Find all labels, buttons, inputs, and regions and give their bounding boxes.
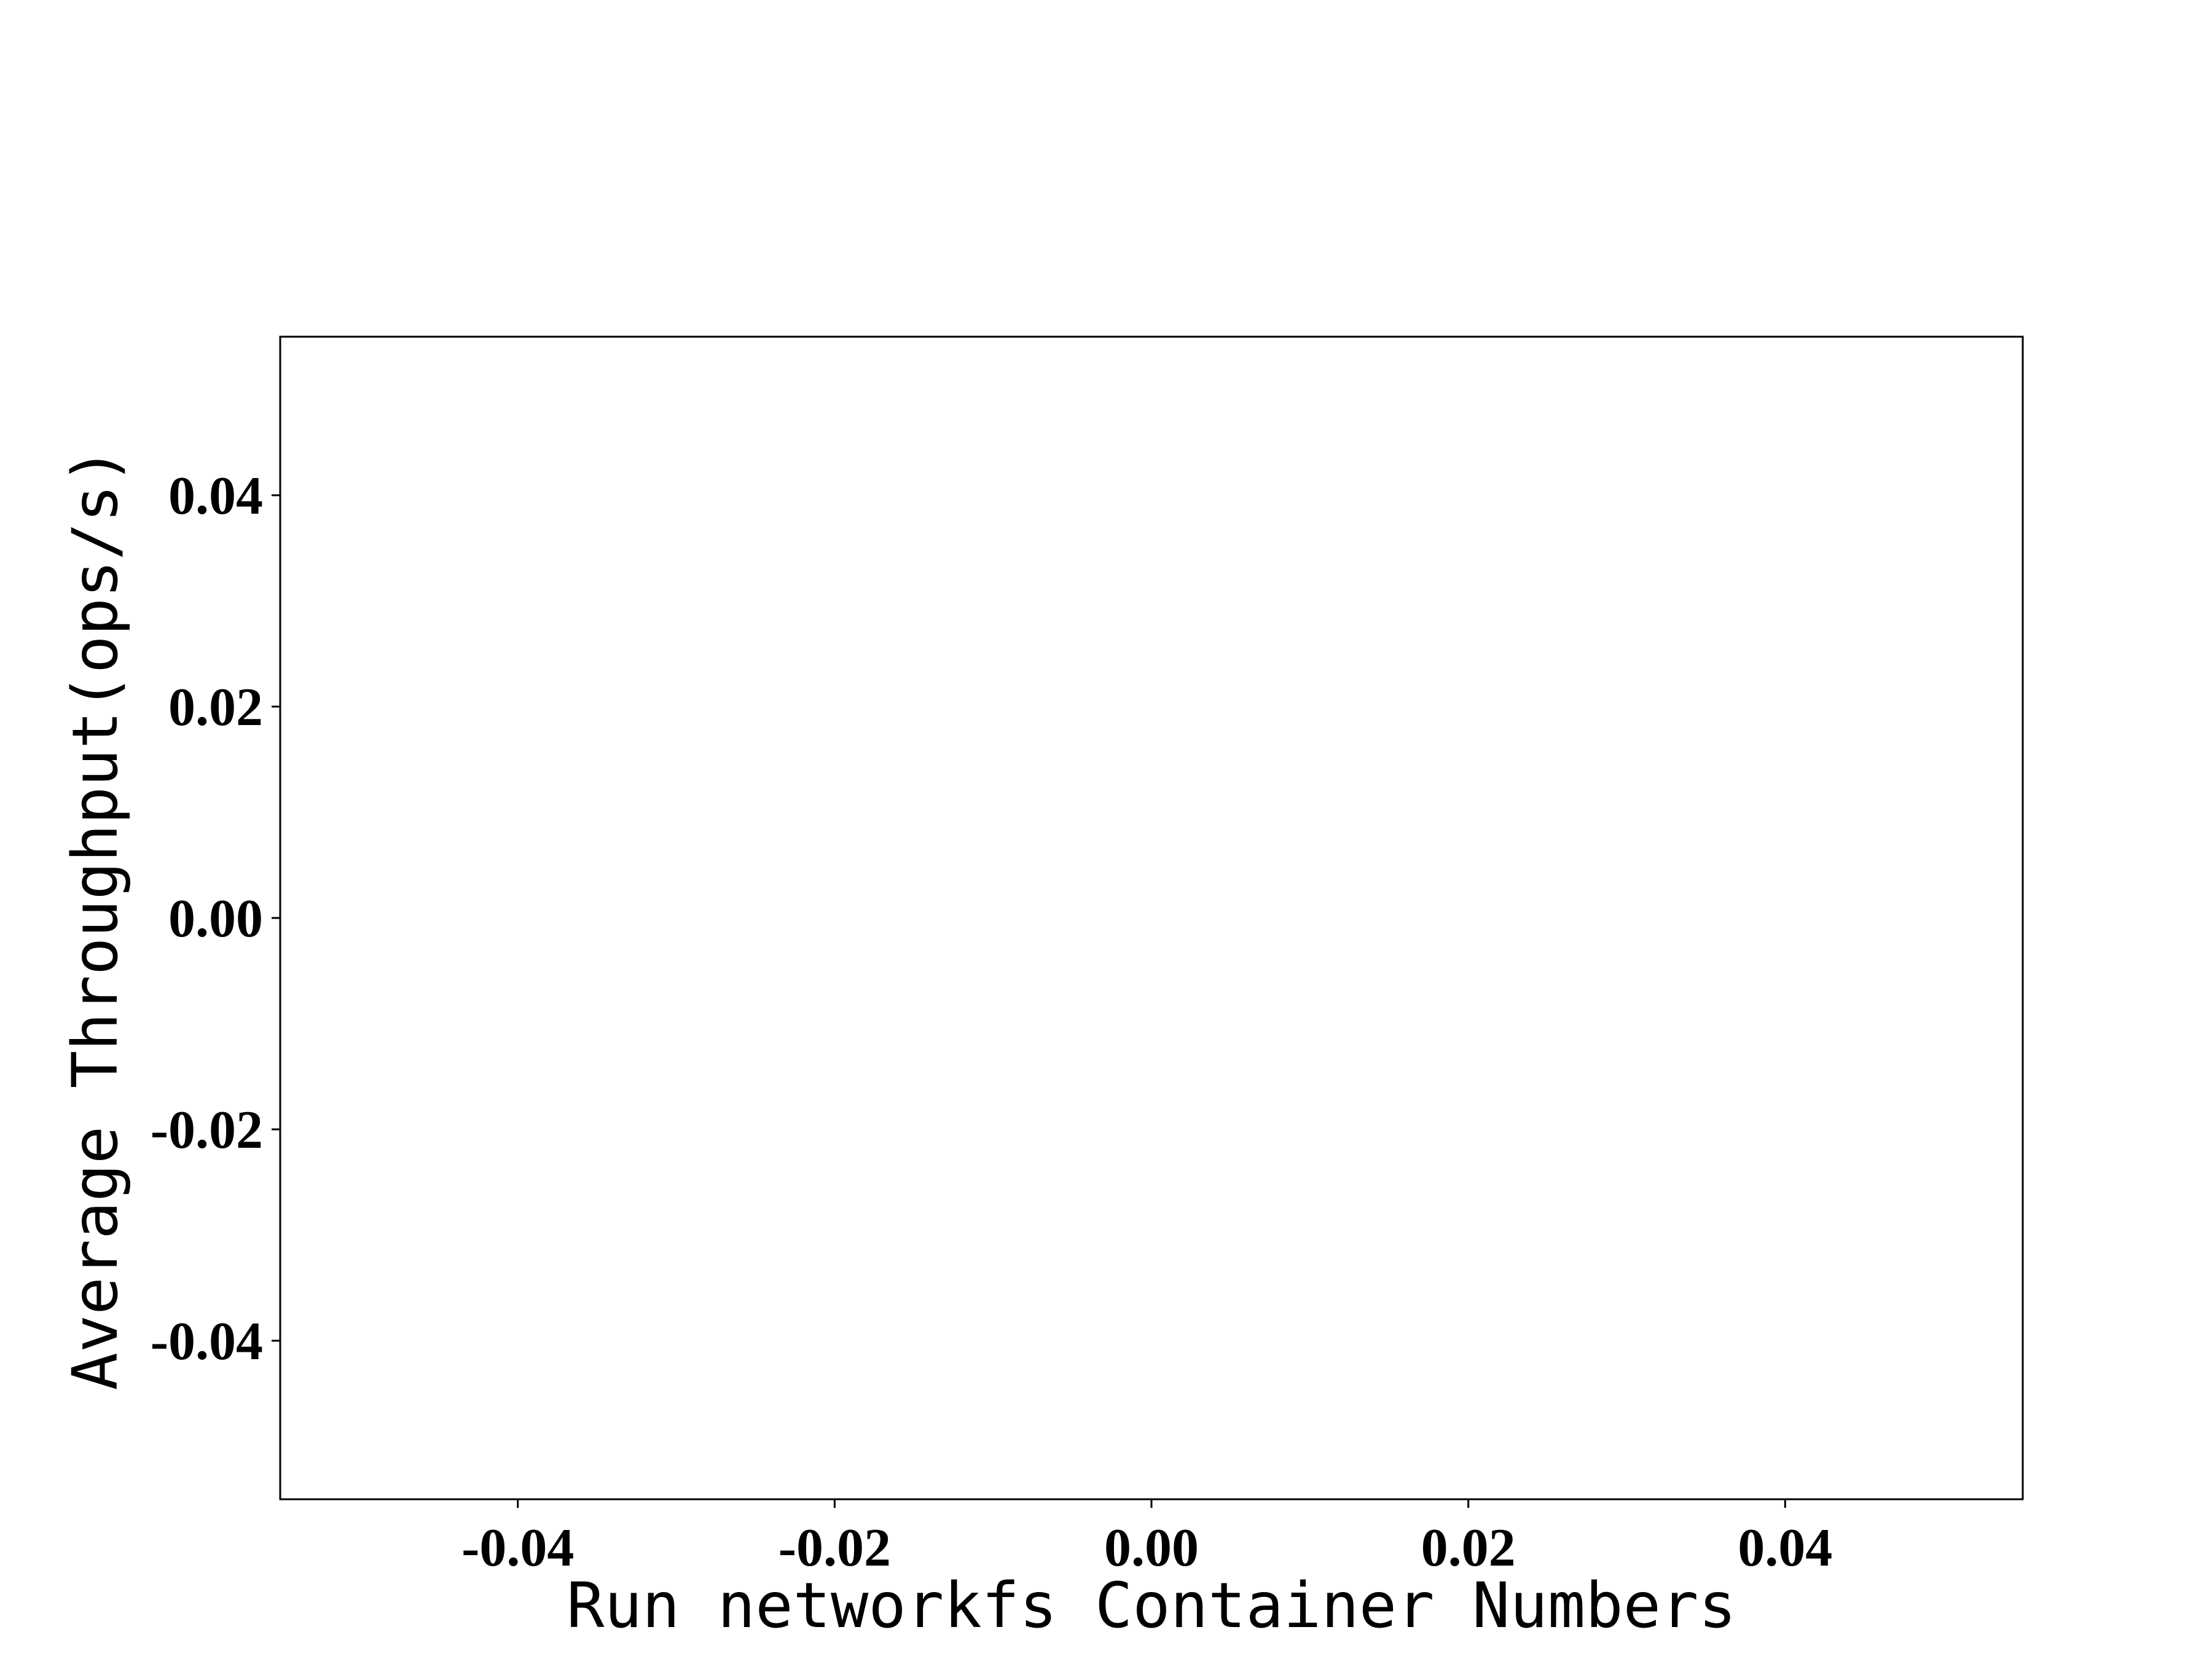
x-axis-ticks: -0.04 -0.02 0.00 0.02 0.04 (461, 1499, 1832, 1578)
y-tick-label: 0.02 (168, 678, 263, 737)
y-tick-label: 0.00 (168, 889, 263, 949)
x-tick-label: 0.00 (1104, 1518, 1199, 1578)
x-tick-label: 0.02 (1421, 1518, 1516, 1578)
y-tick-label: -0.04 (151, 1312, 263, 1371)
y-axis-ticks: -0.04 -0.02 0.00 0.02 0.04 (151, 466, 280, 1371)
x-tick-label: 0.04 (1738, 1518, 1832, 1578)
y-axis-label: Average Throughput(ops/s) (59, 447, 132, 1390)
x-tick-label: -0.02 (779, 1518, 891, 1578)
y-tick-label: 0.04 (168, 466, 263, 526)
y-tick-label: -0.02 (151, 1100, 263, 1160)
plot-area (279, 335, 2024, 1500)
x-tick-label: -0.04 (461, 1518, 574, 1578)
x-axis-label: Run networkfs Container Numbers (567, 1569, 1736, 1642)
